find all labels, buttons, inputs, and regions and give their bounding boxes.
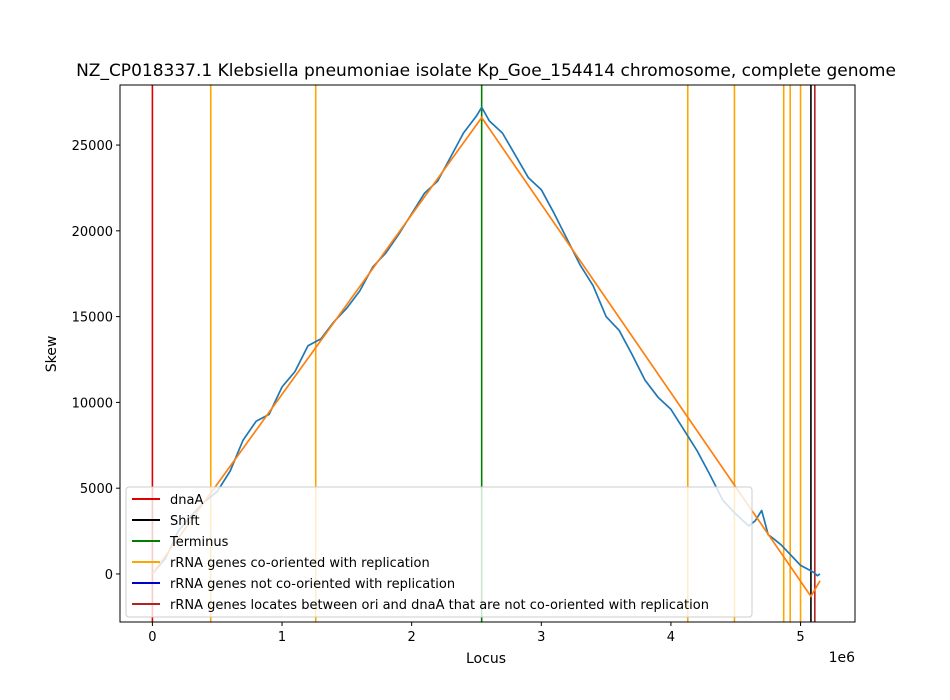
- y-tick-label: 5000: [80, 482, 113, 497]
- x-tick-label: 0: [148, 630, 156, 645]
- y-tick-label: 0: [105, 568, 113, 583]
- y-tick-label: 15000: [72, 311, 113, 326]
- legend-label: Terminus: [169, 535, 229, 550]
- legend-label: dnaA: [170, 493, 203, 508]
- legend-label: rRNA genes locates between ori and dnaA …: [170, 598, 709, 613]
- x-tick-label: 2: [408, 630, 416, 645]
- legend: dnaA Shift Terminus rRNA genes co-oriented …: [125, 486, 753, 618]
- legend-label: Shift: [170, 514, 200, 529]
- y-axis-label: Skew: [44, 336, 60, 373]
- x-axis-label: Locus: [466, 651, 506, 667]
- legend-box: [125, 486, 753, 618]
- x-tick-label: 1: [278, 630, 286, 645]
- axes-frame: [119, 84, 856, 623]
- skew-line: [151, 106, 821, 577]
- plot-area: [151, 85, 821, 622]
- chart-title: NZ_CP018337.1 Klebsiella pneumoniae isol…: [76, 61, 896, 81]
- x-tick-label: 5: [796, 630, 804, 645]
- x-tick-label: 4: [667, 630, 675, 645]
- x-tick-label: 3: [537, 630, 545, 645]
- x-axis-scale-label: 1e6: [829, 650, 856, 666]
- y-tick-label: 10000: [72, 396, 113, 411]
- y-tick-label: 20000: [72, 225, 113, 240]
- axes: 0 1 2 3 4 5 0 5000 10000 15000 20000 25000: [72, 84, 856, 645]
- y-tick-label: 25000: [72, 139, 113, 154]
- fit-line: [151, 116, 821, 598]
- legend-label: rRNA genes co-oriented with replication: [170, 556, 430, 571]
- legend-label: rRNA genes not co-oriented with replicat…: [170, 577, 455, 592]
